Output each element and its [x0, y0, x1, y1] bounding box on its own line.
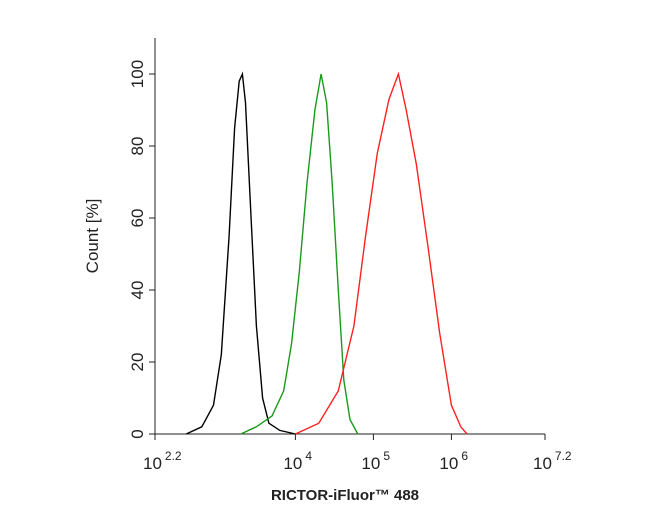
x-tick-exponent: 4: [305, 449, 312, 463]
series-line: [240, 73, 359, 435]
x-tick-base: 10: [283, 454, 302, 473]
x-axis-label: RICTOR-iFluor™ 488: [271, 487, 419, 504]
x-tick-exponent: 2.2: [165, 449, 182, 463]
x-tick-base: 10: [143, 454, 162, 473]
x-tick-label: 10 2.2: [143, 449, 182, 473]
x-tick-label: 10 5: [361, 449, 390, 473]
series-line: [295, 71, 468, 435]
x-tick-label: 10 6: [439, 449, 468, 473]
series-line: [185, 71, 296, 435]
x-tick-exponent: 7.2: [555, 449, 572, 463]
y-tick-label: 20: [128, 353, 147, 372]
x-tick-base: 10: [439, 454, 458, 473]
y-tick-label: 0: [128, 429, 147, 438]
y-tick-label: 80: [128, 137, 147, 156]
y-tick-label: 100: [128, 60, 147, 88]
x-tick-exponent: 6: [461, 449, 468, 463]
y-tick-label: 40: [128, 281, 147, 300]
x-tick-label: 10 4: [283, 449, 312, 473]
x-tick-base: 10: [533, 454, 552, 473]
x-tick-label: 10 7.2: [533, 449, 572, 473]
y-axis-label: Count [%]: [83, 199, 102, 274]
x-tick-base: 10: [361, 454, 380, 473]
x-tick-exponent: 5: [383, 449, 390, 463]
y-tick-label: 60: [128, 209, 147, 228]
